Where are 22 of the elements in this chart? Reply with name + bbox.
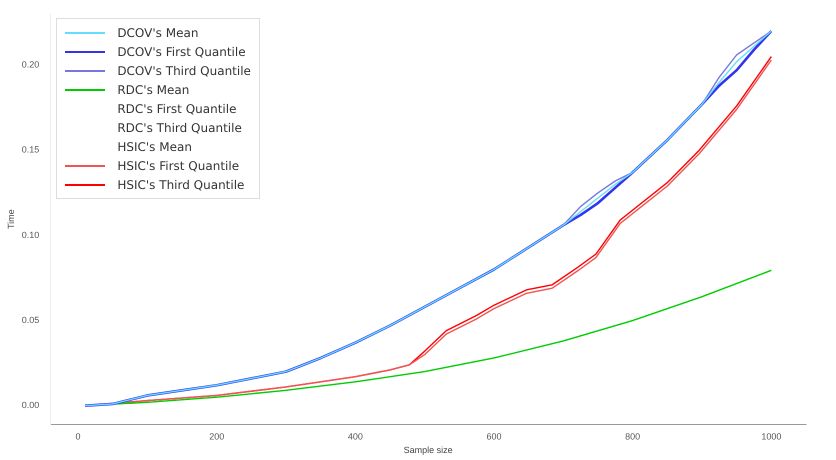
x-axis-title: Sample size [404,445,453,456]
y-axis-title: Time [6,209,16,230]
x-tick-label: 400 [348,431,363,442]
legend-label: DCOV's Mean [117,26,198,40]
y-tick-label: 0.05 [22,315,40,326]
x-tick-label: 600 [486,431,502,442]
y-tick-label: 0.20 [22,60,40,70]
text: RDC's Third Quantile [117,120,242,134]
y-tick-label: 0.10 [22,230,40,240]
text: RDC's First Quantile [117,102,236,116]
x-tick-label: 1000 [761,431,782,442]
x-tick-label: 800 [625,431,640,442]
x-tick-label: 200 [209,431,224,442]
legend-label: HSIC's Third Quantile [117,178,244,192]
legend-label: DCOV's Third Quantile [117,64,251,78]
x-tick-label: 0 [76,431,81,442]
legend-label: DCOV's First Quantile [117,44,246,58]
y-tick-label: 0.15 [22,144,40,155]
legend-label: RDC's Mean [117,82,190,96]
legend-label: HSIC's First Quantile [117,158,240,172]
y-tick-label: 0.00 [22,400,40,410]
text: HSIC's Mean [117,140,192,154]
